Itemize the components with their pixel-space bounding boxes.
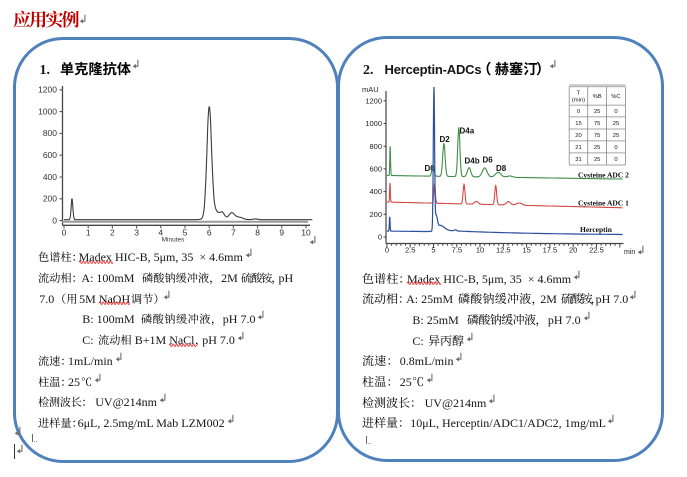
- svg-text:20: 20: [575, 133, 581, 139]
- svg-text:0: 0: [614, 109, 617, 115]
- svg-text:(min): (min): [572, 98, 585, 104]
- svg-text:D8: D8: [496, 164, 507, 173]
- svg-text:2: 2: [110, 228, 115, 238]
- svg-text:mAU: mAU: [362, 85, 379, 94]
- svg-text:25: 25: [613, 121, 619, 127]
- svg-text:min: min: [624, 249, 635, 256]
- svg-text:5: 5: [431, 246, 435, 255]
- svg-text:15: 15: [522, 246, 530, 255]
- svg-text:Cysteine ADC 2: Cysteine ADC 2: [578, 170, 629, 179]
- svg-text:1000: 1000: [38, 106, 57, 116]
- svg-text:8: 8: [255, 228, 260, 238]
- svg-text:0: 0: [52, 215, 57, 225]
- svg-text:10: 10: [301, 228, 311, 238]
- svg-text:2.5: 2.5: [405, 246, 415, 255]
- svg-text:25: 25: [613, 133, 619, 139]
- svg-text:22.5: 22.5: [589, 246, 604, 255]
- svg-text:7.5: 7.5: [452, 246, 462, 255]
- svg-text:200: 200: [43, 194, 57, 204]
- svg-text:D4b: D4b: [465, 157, 480, 166]
- svg-text:Cysteine ADC 1: Cysteine ADC 1: [578, 199, 629, 208]
- svg-text:400: 400: [43, 172, 57, 182]
- svg-text:200: 200: [369, 210, 382, 219]
- svg-text:17.5: 17.5: [543, 246, 558, 255]
- svg-text:75: 75: [594, 133, 600, 139]
- svg-text:4: 4: [158, 228, 163, 238]
- svg-text:12.5: 12.5: [496, 246, 511, 255]
- svg-text:800: 800: [43, 128, 57, 138]
- svg-text:400: 400: [369, 187, 382, 196]
- svg-text:D2: D2: [440, 135, 451, 144]
- svg-text:1: 1: [86, 228, 91, 238]
- svg-text:0: 0: [378, 233, 382, 242]
- svg-text:3: 3: [134, 228, 139, 238]
- svg-text:%C: %C: [611, 94, 620, 100]
- svg-text:600: 600: [369, 165, 382, 174]
- svg-text:25: 25: [594, 157, 600, 163]
- svg-text:21: 21: [575, 145, 581, 151]
- svg-text:Herceptin: Herceptin: [580, 225, 613, 234]
- svg-text:0: 0: [577, 109, 580, 115]
- svg-text:600: 600: [43, 150, 57, 160]
- svg-text:Minutes: Minutes: [162, 237, 186, 244]
- svg-text:25: 25: [594, 109, 600, 115]
- svg-text:0: 0: [614, 145, 617, 151]
- svg-text:6: 6: [207, 228, 212, 238]
- svg-text:%B: %B: [593, 94, 602, 100]
- svg-text:31: 31: [575, 157, 581, 163]
- svg-text:T: T: [577, 91, 581, 97]
- svg-text:D4a: D4a: [460, 127, 475, 136]
- svg-text:1200: 1200: [38, 85, 57, 95]
- svg-text:0: 0: [62, 228, 67, 238]
- svg-text:1000: 1000: [365, 119, 382, 128]
- svg-text:9: 9: [279, 228, 284, 238]
- svg-text:D0: D0: [425, 164, 436, 173]
- svg-text:20: 20: [569, 246, 577, 255]
- svg-text:5: 5: [183, 228, 188, 238]
- svg-text:1200: 1200: [365, 96, 382, 105]
- svg-text:0: 0: [385, 246, 389, 255]
- svg-text:15: 15: [575, 121, 581, 127]
- svg-text:25: 25: [594, 145, 600, 151]
- svg-text:10: 10: [476, 246, 484, 255]
- svg-text:0: 0: [614, 157, 617, 163]
- svg-text:75: 75: [594, 121, 600, 127]
- svg-text:7: 7: [231, 228, 236, 238]
- svg-text:D6: D6: [483, 156, 494, 165]
- svg-text:800: 800: [369, 142, 382, 151]
